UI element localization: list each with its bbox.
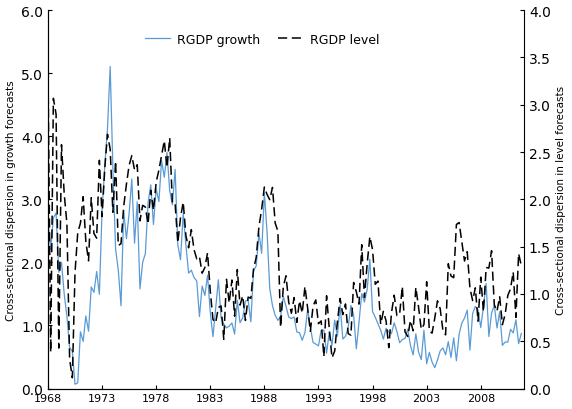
RGDP level <box>66 357 73 362</box>
Y-axis label: Cross-sectional dispersion in growth forecasts: Cross-sectional dispersion in growth for… <box>6 80 15 320</box>
RGDP growth <box>45 220 51 225</box>
RGDP growth <box>207 310 214 315</box>
RGDP growth <box>66 345 73 350</box>
RGDP level <box>204 251 211 256</box>
RGDP growth <box>72 382 78 387</box>
Line: RGDP growth: RGDP growth <box>48 67 521 384</box>
RGDP level <box>126 163 133 168</box>
Y-axis label: Cross-sectional dispersion in level forecasts: Cross-sectional dispersion in level fore… <box>557 85 566 314</box>
RGDP growth <box>128 177 135 182</box>
RGDP growth <box>88 285 95 290</box>
RGDP growth <box>317 328 324 333</box>
RGDP growth <box>107 65 114 70</box>
RGDP level <box>518 264 525 269</box>
RGDP level <box>315 321 322 326</box>
Legend: RGDP growth, RGDP level: RGDP growth, RGDP level <box>140 29 384 52</box>
RGDP level <box>45 65 51 70</box>
RGDP level <box>69 375 76 380</box>
Line: RGDP level: RGDP level <box>48 68 521 378</box>
RGDP growth <box>491 303 498 308</box>
RGDP level <box>88 196 95 201</box>
RGDP growth <box>518 331 525 336</box>
RGDP level <box>488 249 495 254</box>
